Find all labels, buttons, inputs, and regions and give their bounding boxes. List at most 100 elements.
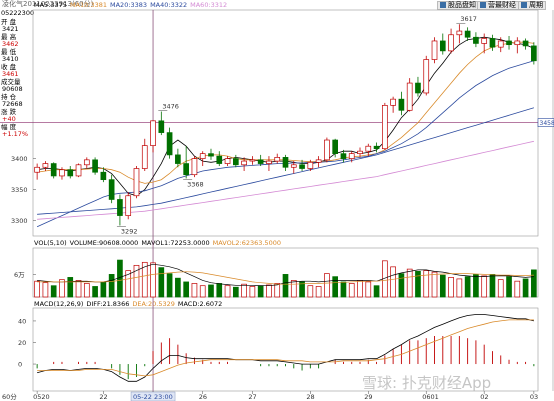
macd-tick-label-2: 40 (18, 317, 26, 325)
top-bar: 凌化气20110223913(60分) 股品盘知 营最财经 周期 (0, 0, 554, 10)
app-icon (440, 2, 446, 8)
info-sidebar: 05222300 开 盘 3421 最 高 3462 最 低 3410 收 盘 3461 成交量… (0, 10, 34, 138)
candle-body-36 (332, 139, 339, 154)
macd-legend-item-2: DEA:20.5329 (132, 300, 175, 308)
candle-body-11 (125, 195, 132, 216)
vol-legend-item-2: MAVOL1:72253.0000 (141, 239, 210, 247)
volume-bar-44 (398, 273, 405, 298)
volume-bar-28 (266, 284, 272, 298)
sidebar-value-7: +1.17% (2, 130, 29, 138)
candle-body-25 (241, 160, 247, 166)
macd-legend-item-1: DIFF:21.8366 (86, 300, 130, 308)
interval-label: 60分 (2, 392, 17, 401)
volume-bar-31 (290, 280, 297, 298)
volume-bar-5 (75, 280, 82, 298)
volume-bar-18 (183, 281, 189, 298)
volume-bar-27 (257, 285, 264, 298)
volume-bar-23 (224, 285, 231, 298)
candle-body-54 (481, 38, 488, 44)
candle-body-4 (67, 169, 74, 177)
volume-bar-15 (158, 267, 165, 298)
ma-legend-item-4: MA60:3312 (190, 1, 228, 9)
x-tick-label-6: 29 (364, 393, 372, 401)
macd-legend: MACD(12,26,9) DIFF:21.8366 DEA:20.5329 MACD… (34, 300, 225, 308)
sidebar-value-5: 72668 (2, 100, 23, 108)
ma-legend-item-2: MA20:3383 (110, 1, 148, 9)
x-tick-label-0: 0520 (33, 393, 50, 401)
volume-bar-33 (307, 285, 314, 298)
volume-bar-6 (83, 283, 90, 298)
sidebar-label-7: 幅 度 (1, 123, 17, 131)
candle-body-59 (522, 40, 529, 47)
volume-bar-13 (141, 261, 148, 298)
candle-body-23 (224, 158, 231, 164)
candle-body-27 (257, 159, 264, 164)
volume-bar-59 (522, 278, 529, 298)
candle-body-30 (282, 157, 289, 168)
candle-body-2 (50, 163, 57, 177)
candle-body-8 (100, 171, 107, 181)
candle-body-3 (59, 169, 65, 177)
app-icon (480, 2, 486, 8)
cursor-label-box (130, 391, 176, 401)
volume-bar-21 (208, 284, 214, 298)
macd-diff-line (36, 314, 534, 382)
volume-bar-8 (100, 281, 107, 298)
annotation-label-2: 3292 (121, 227, 138, 235)
watermark-text: 雪球: 扑克财经App (362, 374, 491, 392)
candle-body-16 (166, 132, 173, 156)
volume-bar-43 (390, 266, 396, 298)
candle-body-49 (439, 40, 446, 52)
macd-tick-label-1: 20 (18, 339, 26, 347)
candle-body-5 (75, 164, 82, 177)
vol-legend: VOL(5,10) VOLUME:90608.0000 MAVOL1:72253.0… (34, 239, 284, 247)
volume-bar-0 (34, 280, 40, 298)
x-tick-label-4: 27 (248, 393, 256, 401)
macd-legend-item-0: MACD(12,26,9) (34, 300, 84, 308)
candle-body-43 (390, 98, 396, 106)
candle-body-15 (158, 120, 165, 133)
candle-body-55 (489, 38, 496, 48)
sidebar-label-3: 收 盘 (1, 63, 17, 71)
vol-legend-item-1: VOLUME:90608.0000 (69, 239, 139, 247)
volume-bar-25 (241, 283, 247, 298)
sidebar-value-1: 3462 (2, 40, 19, 48)
price-tag-label: 3458 (540, 120, 554, 127)
candle-body-7 (92, 159, 98, 173)
candle-body-19 (191, 158, 198, 176)
candle-body-51 (456, 30, 463, 36)
app-icon (521, 2, 527, 8)
volume-bar-60 (531, 269, 537, 298)
price-tick-label-0: 3300 (11, 217, 28, 225)
volume-bar-37 (340, 281, 347, 298)
candle-body-12 (133, 168, 140, 197)
x-tick-label-1: 22 (99, 393, 107, 401)
volume-tick-label: 6万 (14, 271, 25, 279)
sidebar-value-3: 3461 (2, 70, 19, 78)
annotation-label-3: 3617 (460, 15, 477, 23)
volume-bar-36 (332, 276, 339, 298)
volume-bar-57 (506, 276, 512, 298)
button-2[interactable]: 周期 (518, 1, 546, 10)
annotation-label-1: 3368 (187, 180, 204, 188)
mavol2-line (37, 271, 534, 285)
volume-bar-46 (415, 271, 421, 298)
x-tick-label-8: 02 (480, 393, 488, 401)
candle-body-57 (506, 40, 512, 46)
price-tick-label-1: 3350 (11, 186, 28, 194)
candle-body-0 (34, 166, 40, 173)
volume-bar-32 (299, 281, 305, 298)
ma-legend-item-0: MA5:3375 (34, 1, 67, 9)
candle-body-33 (307, 161, 314, 169)
volume-bar-58 (514, 280, 521, 298)
macd-tick-label-0: 0 (18, 361, 22, 369)
volume-bar-54 (481, 275, 488, 298)
sidebar-value-0: 3421 (2, 25, 19, 33)
candle-body-37 (340, 153, 347, 159)
candle-body-28 (266, 160, 272, 164)
volume-bar-3 (59, 279, 65, 298)
volume-bar-39 (357, 280, 363, 298)
sidebar-label-0: 开 盘 (1, 18, 17, 26)
volume-bar-14 (150, 262, 156, 298)
